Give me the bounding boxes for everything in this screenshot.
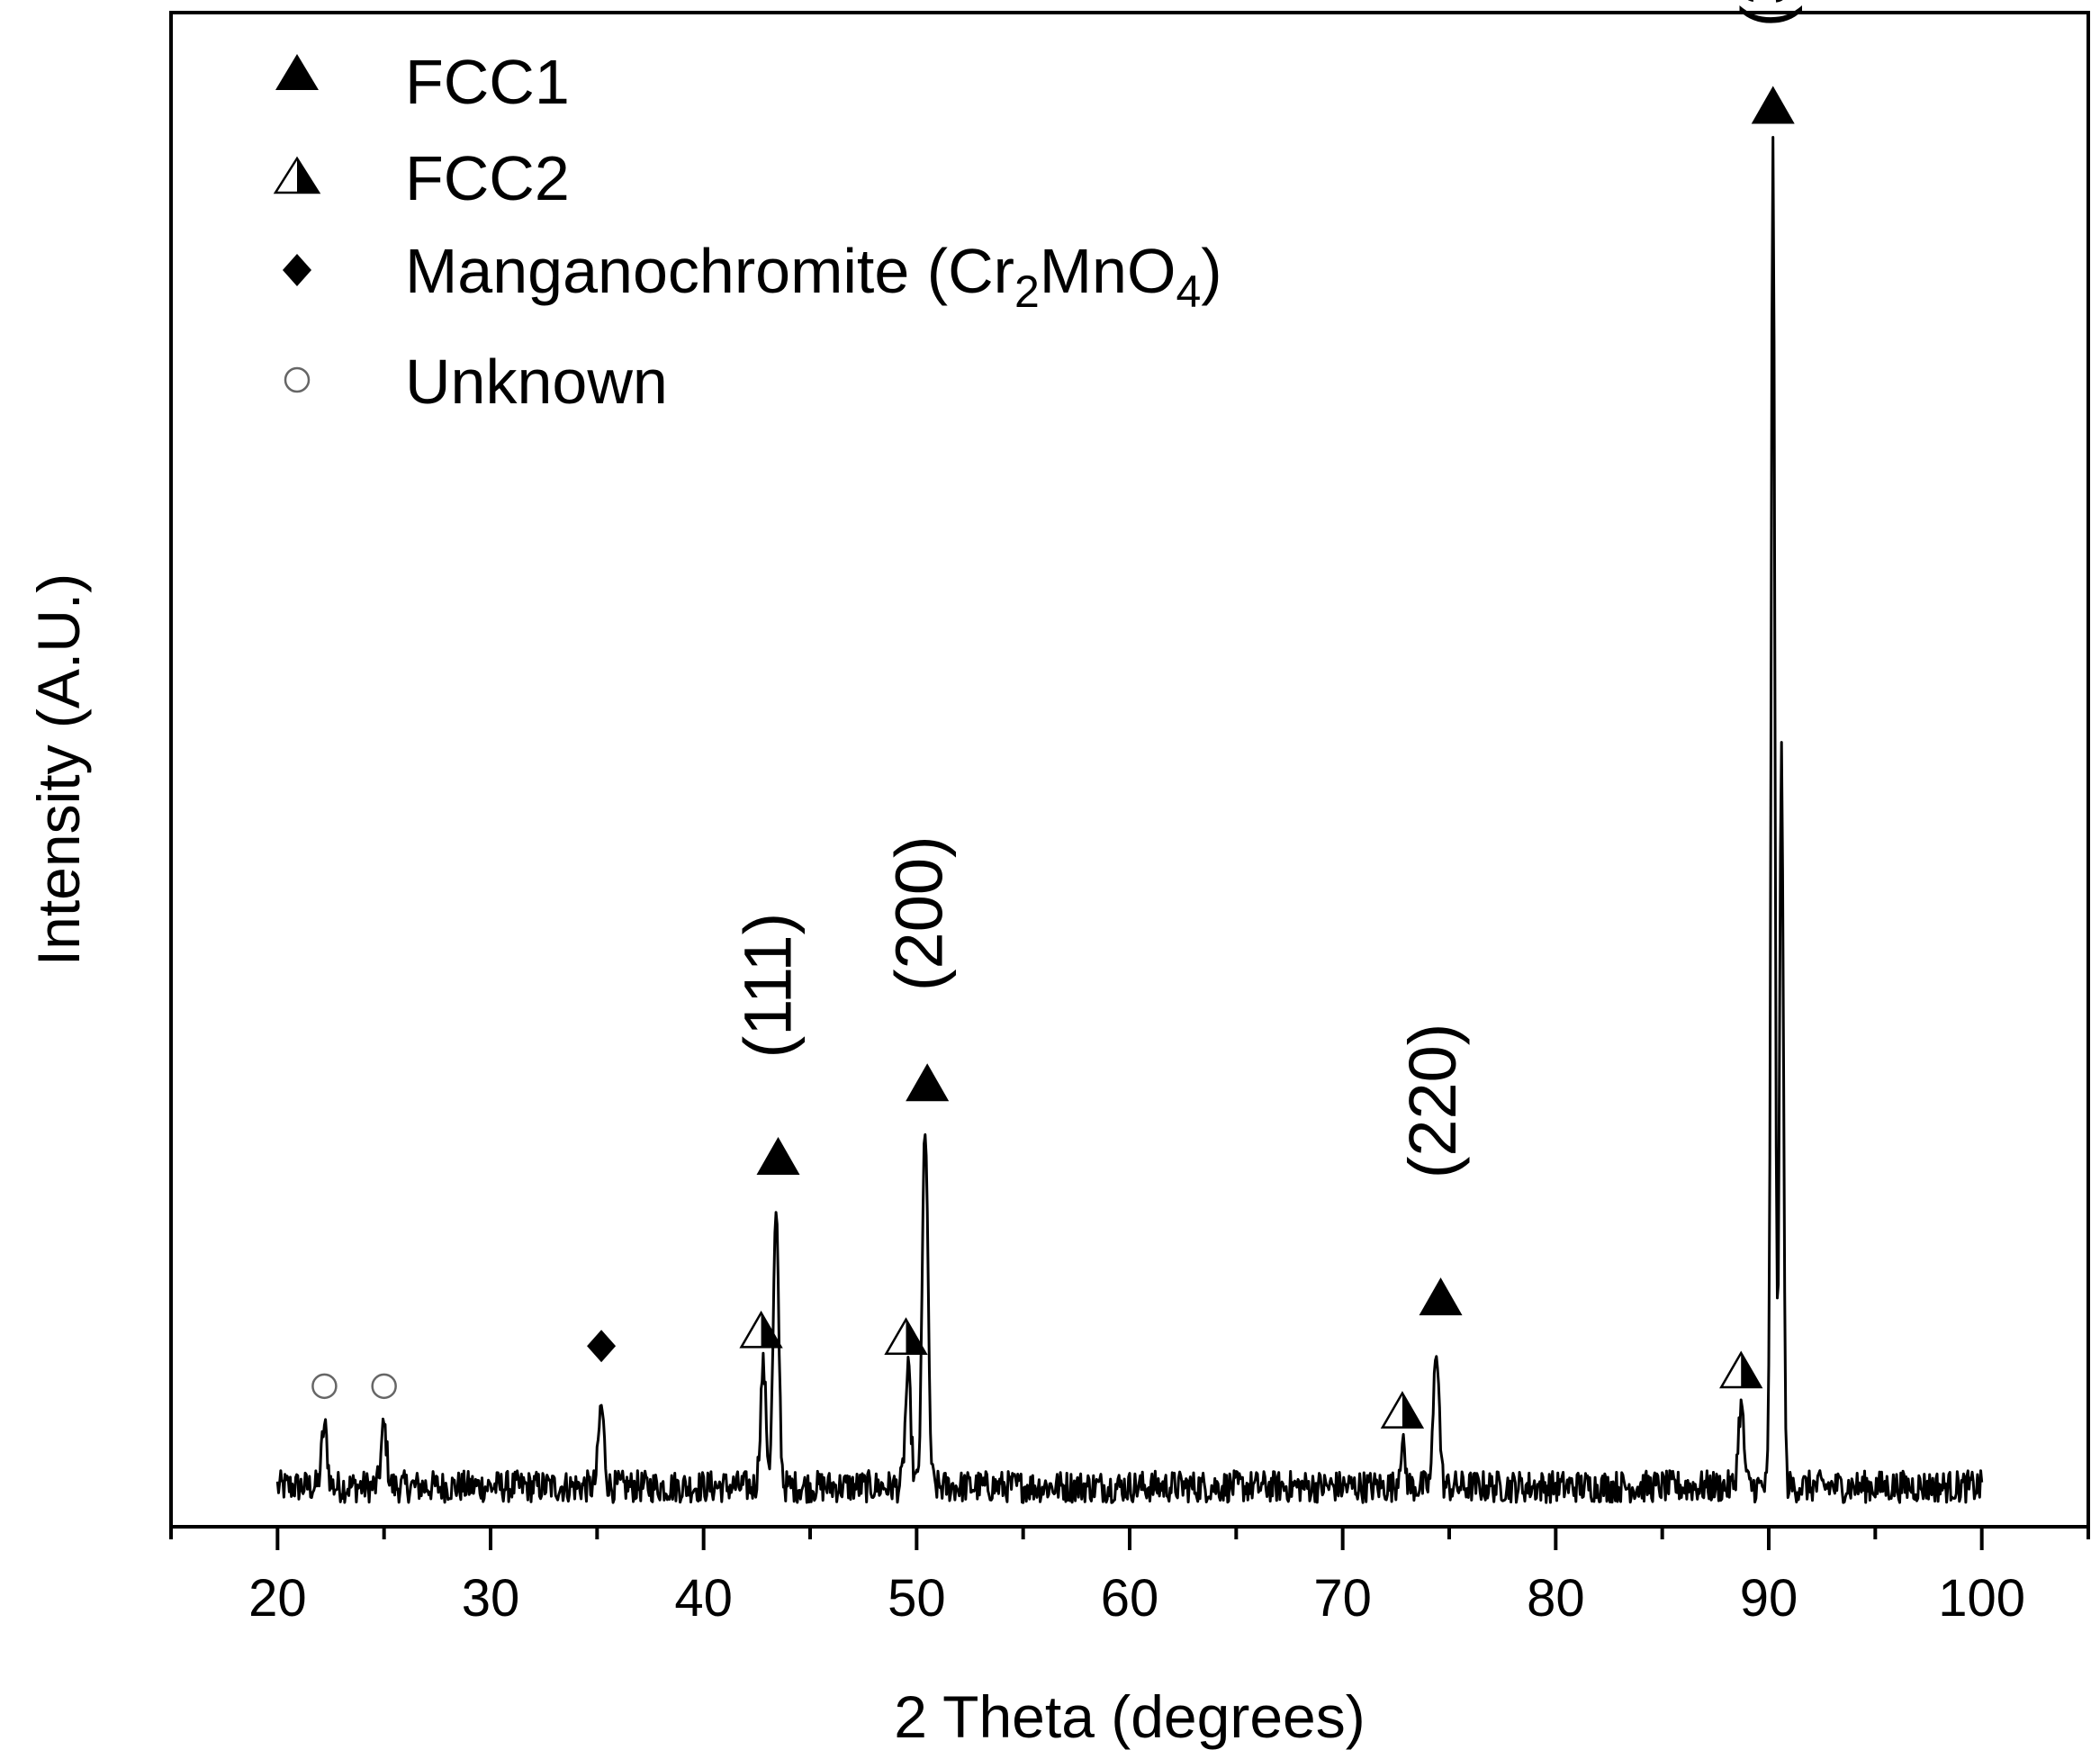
x-tick-label: 60 bbox=[1101, 1569, 1159, 1628]
legend-label-fcc2: FCC2 bbox=[405, 143, 570, 213]
marker-open-circle bbox=[371, 1373, 397, 1400]
peak-labels: (111) (200) (220) (311) bbox=[731, 0, 1803, 1178]
x-tick-label: 50 bbox=[888, 1569, 946, 1628]
x-axis-ticks bbox=[169, 1527, 2090, 1550]
marker-filled-triangle bbox=[1419, 1277, 1463, 1316]
x-tick-label: 20 bbox=[248, 1569, 307, 1628]
y-axis-title: Intensity (A.U.) bbox=[25, 573, 92, 966]
marker-open-circle bbox=[311, 1373, 338, 1400]
peak-markers bbox=[311, 86, 1795, 1429]
x-tick-label: 70 bbox=[1313, 1569, 1372, 1628]
legend-marker-filled-diamond bbox=[283, 254, 311, 286]
legend: FCC1 FCC2 Manganochromite (Cr2MnO4) Unkn… bbox=[273, 47, 1222, 417]
marker-half-filled-triangle bbox=[906, 1319, 926, 1354]
x-tick-label: 40 bbox=[674, 1569, 733, 1628]
x-tick-label: 30 bbox=[462, 1569, 520, 1628]
legend-entry-manganochromite: Manganochromite (Cr2MnO4) bbox=[283, 236, 1222, 317]
legend-marker-filled-triangle bbox=[275, 54, 319, 90]
marker-filled-triangle bbox=[756, 1137, 800, 1175]
marker-filled-diamond bbox=[587, 1330, 617, 1363]
x-axis-title: 2 Theta (degrees) bbox=[894, 1683, 1365, 1750]
marker-filled-triangle bbox=[906, 1063, 950, 1102]
peak-label: (200) bbox=[882, 835, 957, 991]
peak-label: (111) bbox=[731, 913, 806, 1059]
legend-label-unknown: Unknown bbox=[405, 347, 668, 417]
x-tick-label: 90 bbox=[1740, 1569, 1798, 1628]
marker-half-filled-triangle bbox=[1741, 1352, 1762, 1387]
legend-entry-unknown: Unknown bbox=[284, 347, 668, 417]
peak-label: (311) bbox=[1727, 0, 1802, 27]
xrd-pattern-line bbox=[275, 136, 1984, 1504]
marker-filled-triangle bbox=[1751, 86, 1795, 124]
marker-half-filled-triangle bbox=[1402, 1393, 1422, 1428]
marker-half-filled-triangle bbox=[761, 1312, 781, 1348]
legend-entry-fcc2: FCC2 bbox=[273, 143, 570, 213]
legend-marker-half-triangle-fill bbox=[297, 158, 319, 193]
legend-marker-open-circle bbox=[284, 366, 311, 393]
legend-label-manganochromite: Manganochromite (Cr2MnO4) bbox=[405, 236, 1222, 317]
x-tick-label: 80 bbox=[1527, 1569, 1585, 1628]
peak-label: (220) bbox=[1395, 1024, 1470, 1179]
legend-label-fcc1: FCC1 bbox=[405, 47, 570, 117]
x-axis-tick-labels: 20 30 40 50 60 70 80 90 100 bbox=[248, 1569, 2025, 1628]
x-tick-label: 100 bbox=[1938, 1569, 2025, 1628]
legend-entry-fcc1: FCC1 bbox=[275, 47, 570, 117]
